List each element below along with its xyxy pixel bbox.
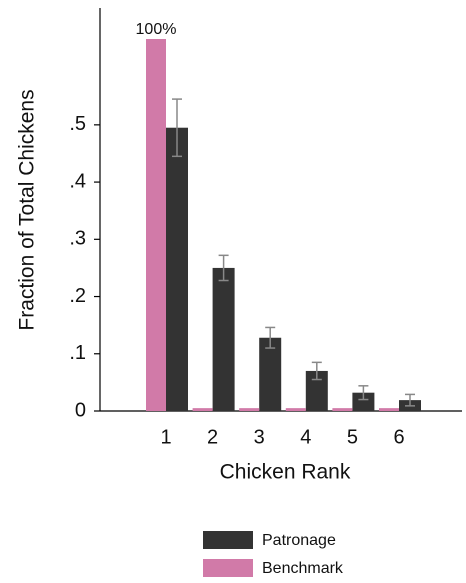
- bar: [192, 408, 213, 411]
- y-tick-label: .5: [69, 113, 86, 135]
- x-tick-label: 2: [207, 426, 218, 448]
- y-tick-label: .3: [69, 228, 86, 250]
- bar: [285, 408, 306, 411]
- error-bar: [265, 326, 276, 349]
- bar: [379, 408, 399, 411]
- y-tick-label: .2: [69, 285, 86, 307]
- legend-swatch: [203, 559, 253, 577]
- data-label: 100%: [136, 21, 177, 38]
- legend-swatch: [203, 531, 253, 549]
- x-tick-label: 4: [300, 426, 311, 448]
- error-bar: [358, 385, 369, 401]
- x-tick-label: 6: [393, 426, 404, 448]
- error-bar: [311, 361, 322, 381]
- bar: [146, 39, 166, 411]
- y-tick-label: 0: [75, 399, 86, 421]
- plot-area: [146, 39, 421, 411]
- bar: [305, 370, 328, 411]
- x-tick-label: 1: [160, 426, 171, 448]
- error-bar: [218, 254, 229, 282]
- x-tick-label: 5: [347, 426, 358, 448]
- bar: [352, 392, 375, 411]
- y-tick-label: .4: [69, 170, 86, 192]
- x-tick-label: 3: [254, 426, 265, 448]
- bar: [239, 408, 260, 411]
- legend-label: Benchmark: [262, 560, 344, 577]
- bar: [166, 127, 188, 411]
- y-tick-label: .1: [69, 342, 86, 364]
- bar: [332, 408, 353, 411]
- x-axis-title: Chicken Rank: [220, 461, 351, 484]
- legend-label: Patronage: [262, 532, 336, 549]
- error-bar: [405, 393, 415, 407]
- bar: [212, 267, 235, 411]
- error-bar: [172, 98, 182, 158]
- bar: [259, 337, 282, 411]
- y-axis-title: Fraction of Total Chickens: [16, 89, 39, 330]
